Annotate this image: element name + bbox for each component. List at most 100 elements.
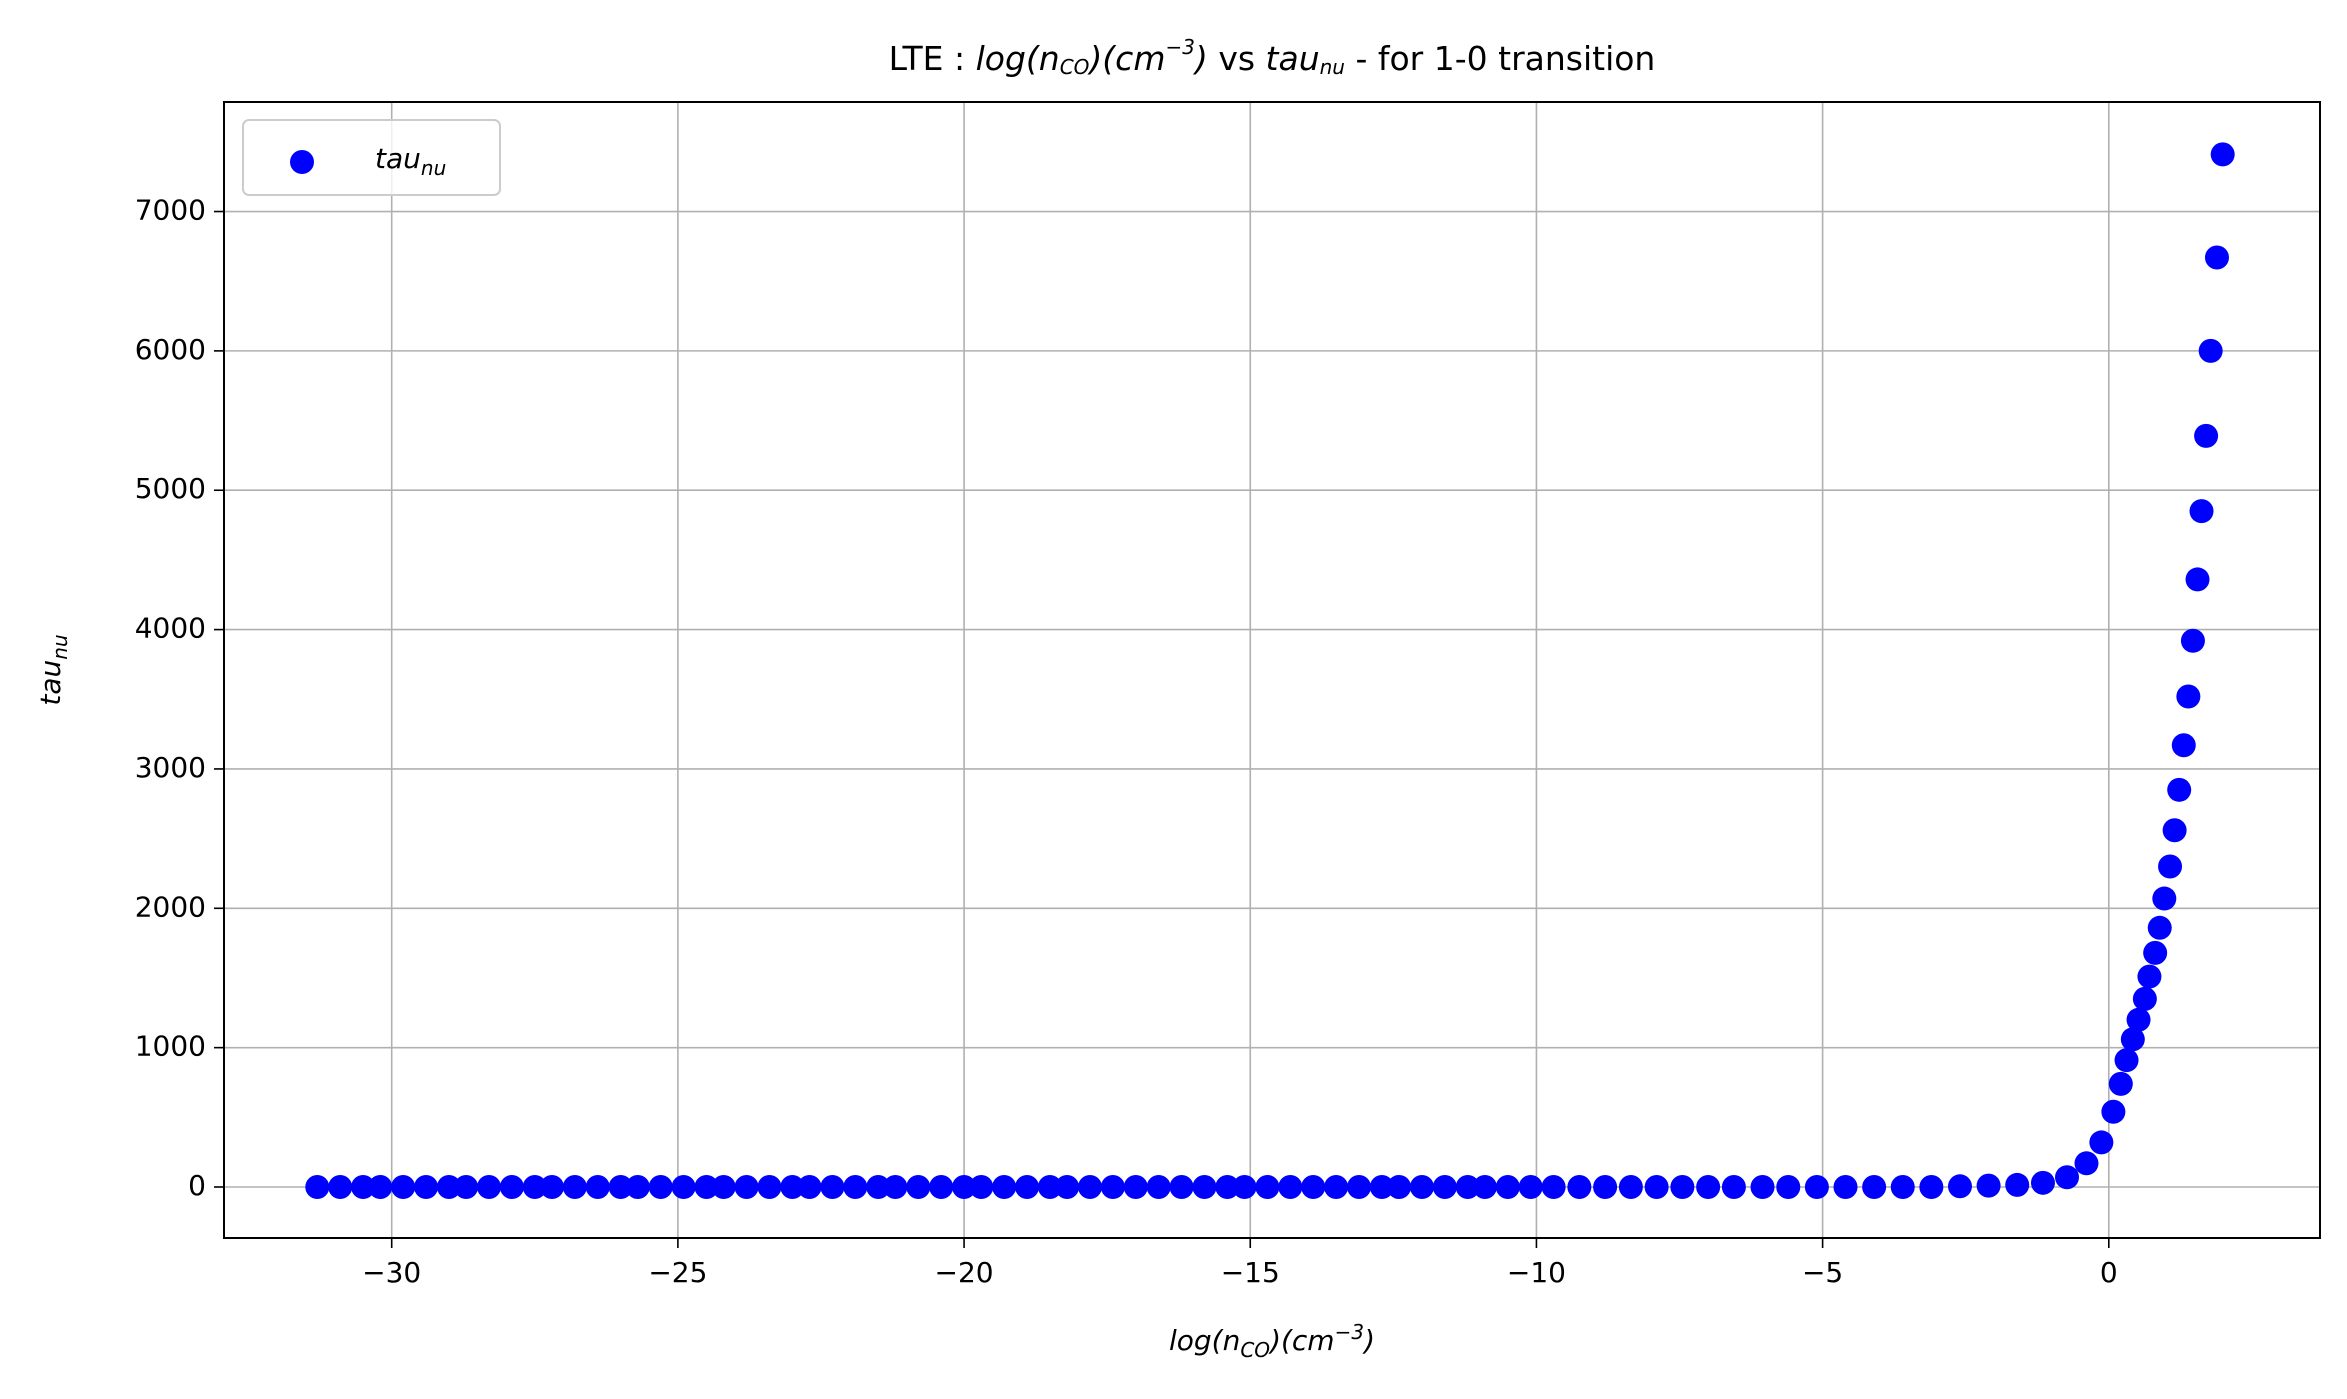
- scatter-point: [734, 1174, 759, 1199]
- scatter-point: [2101, 1099, 2126, 1124]
- scatter-point: [2108, 1071, 2133, 1096]
- scatter-point: [1618, 1174, 1643, 1199]
- scatter-point: [1750, 1174, 1775, 1199]
- title-part: tau: [1266, 39, 1320, 78]
- scatter-point: [1232, 1174, 1257, 1199]
- scatter-point: [866, 1174, 891, 1199]
- x-label-part: CO: [1240, 1338, 1270, 1362]
- y-tick-label: 0: [188, 1169, 206, 1202]
- scatter-point: [436, 1174, 461, 1199]
- scatter-point: [797, 1174, 822, 1199]
- scatter-point: [1567, 1174, 1592, 1199]
- scatter-point: [477, 1174, 502, 1199]
- scatter-point: [1369, 1174, 1394, 1199]
- scatter-point: [2147, 915, 2172, 940]
- scatter-point: [368, 1174, 393, 1199]
- scatter-point: [1015, 1174, 1040, 1199]
- y-axis-label: taunu: [34, 634, 72, 705]
- title-part: vs: [1208, 39, 1266, 78]
- scatter-point: [1696, 1174, 1721, 1199]
- legend: taunu: [242, 119, 501, 196]
- scatter-point: [757, 1174, 782, 1199]
- scatter-point: [1495, 1174, 1520, 1199]
- scatter-point: [1409, 1174, 1434, 1199]
- scatter-point: [608, 1174, 633, 1199]
- scatter-point: [1169, 1174, 1194, 1199]
- scatter-point: [1100, 1174, 1125, 1199]
- scatter-point: [843, 1174, 868, 1199]
- x-tick-label: −25: [648, 1256, 707, 1289]
- legend-part: nu: [421, 156, 446, 180]
- scatter-point: [1278, 1174, 1303, 1199]
- scatter-point: [1387, 1174, 1412, 1199]
- x-label-part: )(cm: [1268, 1324, 1335, 1357]
- scatter-point: [1541, 1174, 1566, 1199]
- x-tick-label: −20: [935, 1256, 994, 1289]
- y-tick-label: 5000: [135, 472, 206, 505]
- x-label-part: ): [1362, 1324, 1375, 1357]
- scatter-point: [2055, 1165, 2080, 1190]
- scatter-point: [780, 1174, 805, 1199]
- scatter-point: [2162, 818, 2187, 843]
- scatter-point: [883, 1174, 908, 1199]
- scatter-point: [2171, 733, 2196, 758]
- y-tick-label: 6000: [135, 333, 206, 366]
- scatter-point: [2137, 964, 2162, 989]
- scatter-point: [2180, 628, 2205, 653]
- scatter-point: [711, 1174, 736, 1199]
- scatter-point: [992, 1174, 1017, 1199]
- y-tick-label: 1000: [135, 1030, 206, 1063]
- scatter-point: [2198, 338, 2223, 363]
- title-part: - for 1-0 transition: [1345, 39, 1655, 78]
- scatter-point: [1862, 1174, 1887, 1199]
- scatter-point: [454, 1174, 479, 1199]
- x-tick-label: −30: [362, 1256, 421, 1289]
- y-tick-label: 4000: [135, 612, 206, 645]
- scatter-point: [1644, 1174, 1669, 1199]
- scatter-point: [1301, 1174, 1326, 1199]
- scatter-point: [1721, 1174, 1746, 1199]
- scatter-point: [2074, 1151, 2099, 1176]
- y-label-part: tau: [34, 660, 67, 706]
- scatter-point: [1255, 1174, 1280, 1199]
- scatter-point: [1055, 1174, 1080, 1199]
- scatter-point: [1976, 1173, 2001, 1198]
- scatter-point: [671, 1174, 696, 1199]
- scatter-point: [1947, 1174, 1972, 1199]
- ticks: −30 −25 −20 −15 −10 −5 0 0 1000 2000 3000 4000 5000 6…: [135, 194, 2118, 1289]
- scatter-point: [1804, 1174, 1829, 1199]
- title-part: CO: [1060, 55, 1090, 79]
- scatter-point: [1472, 1174, 1497, 1199]
- scatter-point: [625, 1174, 650, 1199]
- scatter-point: [2185, 567, 2210, 592]
- x-tick-label: −15: [1221, 1256, 1280, 1289]
- scatter-point: [522, 1174, 547, 1199]
- scatter-point: [2120, 1027, 2145, 1052]
- scatter-point: [2089, 1130, 2114, 1155]
- scatter-point: [2114, 1048, 2139, 1073]
- scatter-point: [351, 1174, 376, 1199]
- scatter-point: [1077, 1174, 1102, 1199]
- title-part: log(n: [976, 39, 1060, 78]
- scatter-point: [1215, 1174, 1240, 1199]
- scatter-point: [2194, 423, 2219, 448]
- scatter-point: [2210, 142, 2235, 167]
- scatter-point: [2143, 940, 2168, 965]
- scatter-point: [328, 1174, 353, 1199]
- scatter-point: [539, 1174, 564, 1199]
- scatter-point: [1833, 1174, 1858, 1199]
- legend-marker: [290, 150, 314, 174]
- scatter-point: [1890, 1174, 1915, 1199]
- scatter-point: [2152, 886, 2177, 911]
- scatter-point: [585, 1174, 610, 1199]
- scatter-point: [499, 1174, 524, 1199]
- scatter-point: [1346, 1174, 1371, 1199]
- scatter-point: [2158, 854, 2183, 879]
- scatter-point: [2126, 1007, 2151, 1032]
- scatter-point: [562, 1174, 587, 1199]
- x-label-part: log(n: [1169, 1324, 1240, 1357]
- scatter-point: [1593, 1174, 1618, 1199]
- scatter-point: [2167, 777, 2192, 802]
- scatter-point: [1324, 1174, 1349, 1199]
